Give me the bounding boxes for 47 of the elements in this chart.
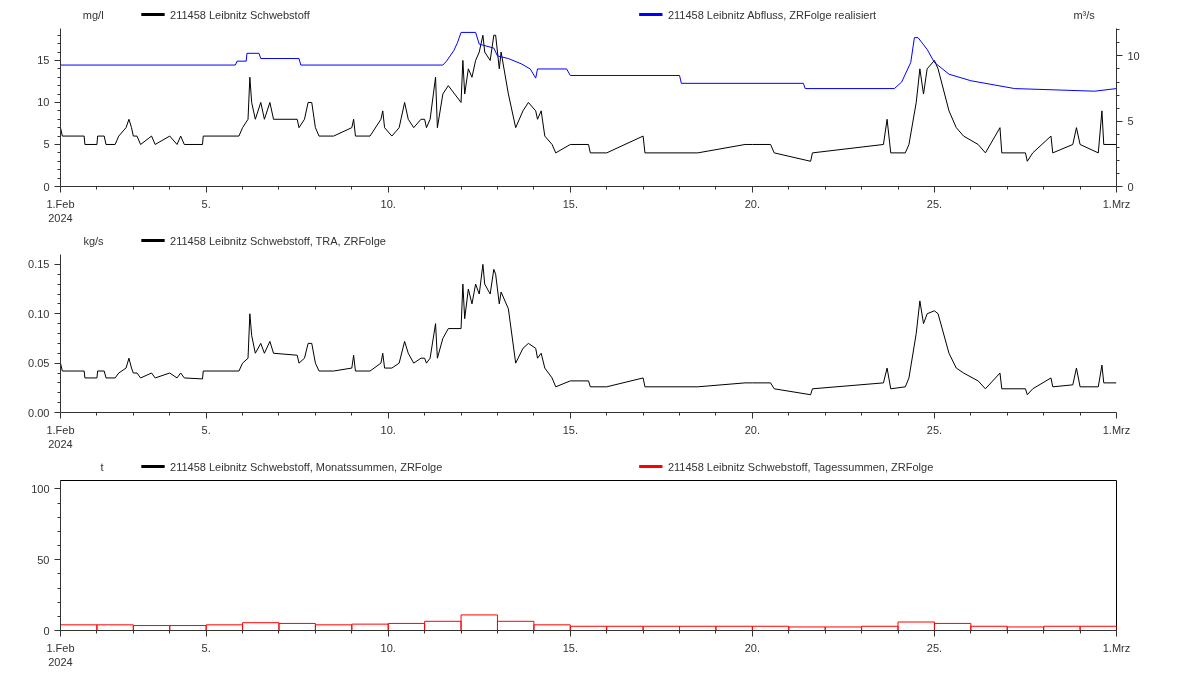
y-tick-label: 0 xyxy=(43,180,50,193)
x-tick-label: 25. xyxy=(926,197,943,210)
legend-label: 211458 Leibnitz Abfluss, ZRFolge realisiert xyxy=(667,8,877,21)
x-tick-label: 10. xyxy=(380,197,396,210)
x-tick-label: 20. xyxy=(744,423,761,436)
legend-label: 211458 Leibnitz Schwebstoff, Tagessummen, ZRFolge xyxy=(667,460,934,473)
x-tick-label: 1.Feb 2024 xyxy=(46,641,75,668)
y2-tick-label: 0 xyxy=(1127,180,1134,193)
x-tick-label: 5. xyxy=(201,197,211,210)
x-tick-label: 1.Feb 2024 xyxy=(46,197,75,224)
y2-tick-label: 5 xyxy=(1127,115,1134,128)
x-tick-label: 15. xyxy=(562,423,578,436)
y-tick-label: 10 xyxy=(37,96,50,109)
x-tick-label: 5. xyxy=(201,423,211,436)
x-tick-label: 10. xyxy=(380,641,396,654)
x-tick-label: 1.Mrz xyxy=(1102,423,1131,436)
x-tick-label: 25. xyxy=(926,423,943,436)
y-tick-label: 0.10 xyxy=(28,307,50,320)
x-tick-label: 20. xyxy=(744,641,761,654)
y-tick-label: 0.15 xyxy=(28,258,50,271)
x-tick-label: 5. xyxy=(201,641,211,654)
x-tick-label: 1.Feb 2024 xyxy=(46,423,75,450)
y-axis-title: t xyxy=(100,460,104,473)
y-tick-label: 5 xyxy=(43,138,50,151)
x-tick-label: 25. xyxy=(926,641,943,654)
line-series xyxy=(60,263,1117,396)
y2-axis-title: m³/s xyxy=(1073,8,1096,21)
x-tick-label: 1.Mrz xyxy=(1102,197,1131,210)
legend-label: 211458 Leibnitz Schwebstoff, Monatssummen, ZRFolge xyxy=(170,460,443,473)
legend-label: 211458 Leibnitz Schwebstoff xyxy=(170,8,311,21)
y-tick-label: 0.00 xyxy=(28,406,50,419)
x-tick-label: 10. xyxy=(380,423,396,436)
y-axis-title: kg/s xyxy=(83,234,105,247)
line-series xyxy=(60,34,1117,162)
x-tick-label: 15. xyxy=(562,641,578,654)
y2-tick-label: 10 xyxy=(1127,49,1140,62)
y-tick-label: 15 xyxy=(37,54,50,67)
y-axis-title: mg/l xyxy=(82,8,104,21)
y-tick-label: 0.05 xyxy=(28,357,50,370)
y-tick-label: 100 xyxy=(31,482,50,495)
y-tick-label: 0 xyxy=(43,624,50,637)
x-tick-label: 20. xyxy=(744,197,761,210)
x-tick-label: 1.Mrz xyxy=(1102,641,1131,654)
x-tick-label: 15. xyxy=(562,197,578,210)
legend-label: 211458 Leibnitz Schwebstoff, TRA, ZRFolge xyxy=(170,234,386,247)
y-tick-label: 50 xyxy=(37,553,50,566)
line-series xyxy=(60,31,1117,92)
